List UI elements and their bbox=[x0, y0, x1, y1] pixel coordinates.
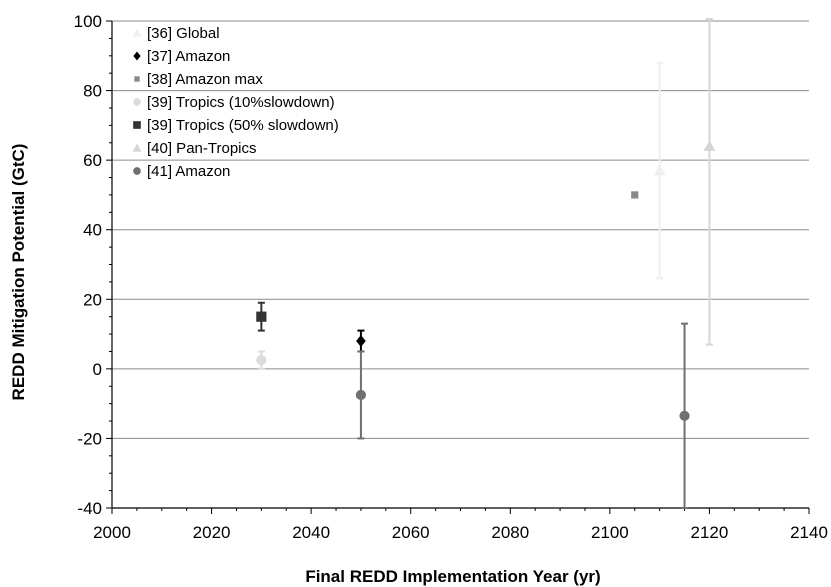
legend-label: [40] Pan-Tropics bbox=[147, 140, 257, 157]
x-tick-label: 2000 bbox=[93, 523, 131, 542]
y-tick-label: 60 bbox=[83, 151, 102, 170]
legend-label: [37] Amazon bbox=[147, 48, 230, 65]
legend-marker bbox=[132, 143, 142, 152]
x-tick-label: 2080 bbox=[491, 523, 529, 542]
y-tick-label: -20 bbox=[77, 429, 102, 448]
y-tick-label: 100 bbox=[74, 12, 102, 31]
x-tick-label: 2040 bbox=[292, 523, 330, 542]
legend-label: [36] Global bbox=[147, 25, 220, 42]
y-tick-label: 20 bbox=[83, 290, 102, 309]
legend-marker bbox=[133, 121, 141, 129]
legend-marker bbox=[132, 28, 142, 37]
legend-marker bbox=[133, 51, 141, 61]
x-tick-label: 2060 bbox=[392, 523, 430, 542]
data-points bbox=[256, 140, 716, 421]
data-point bbox=[256, 355, 267, 366]
legend-label: [41] Amazon bbox=[147, 163, 230, 180]
x-axis-title: Final REDD Implementation Year (yr) bbox=[305, 567, 600, 586]
legend-label: [39] Tropics (10%slowdown) bbox=[147, 94, 335, 111]
legend-marker bbox=[134, 76, 140, 82]
legend-marker bbox=[133, 98, 141, 106]
x-tick-label: 2140 bbox=[790, 523, 828, 542]
data-point bbox=[653, 164, 666, 176]
y-tick-label: 0 bbox=[93, 360, 102, 379]
data-point bbox=[256, 311, 267, 322]
data-point bbox=[355, 389, 367, 401]
legend: [36] Global [37] Amazon [38] Amazon max [39… bbox=[132, 25, 339, 180]
y-tick-label: 40 bbox=[83, 221, 102, 240]
x-tick-label: 2120 bbox=[691, 523, 729, 542]
data-point bbox=[703, 140, 716, 152]
x-tick-label: 2100 bbox=[591, 523, 629, 542]
data-point bbox=[356, 335, 366, 348]
y-axis-title: REDD Mitigation Potential (GtC) bbox=[9, 144, 28, 401]
error-bars bbox=[257, 18, 713, 509]
data-point bbox=[679, 410, 690, 421]
data-point bbox=[631, 191, 639, 199]
horizontal-gridlines bbox=[112, 20, 809, 439]
y-tick-label: -40 bbox=[77, 499, 102, 518]
legend-marker bbox=[133, 167, 141, 175]
legend-label: [39] Tropics (50% slowdown) bbox=[147, 117, 339, 134]
y-tick-label: 80 bbox=[83, 82, 102, 101]
legend-label: [38] Amazon max bbox=[147, 71, 263, 88]
x-tick-label: 2020 bbox=[193, 523, 231, 542]
